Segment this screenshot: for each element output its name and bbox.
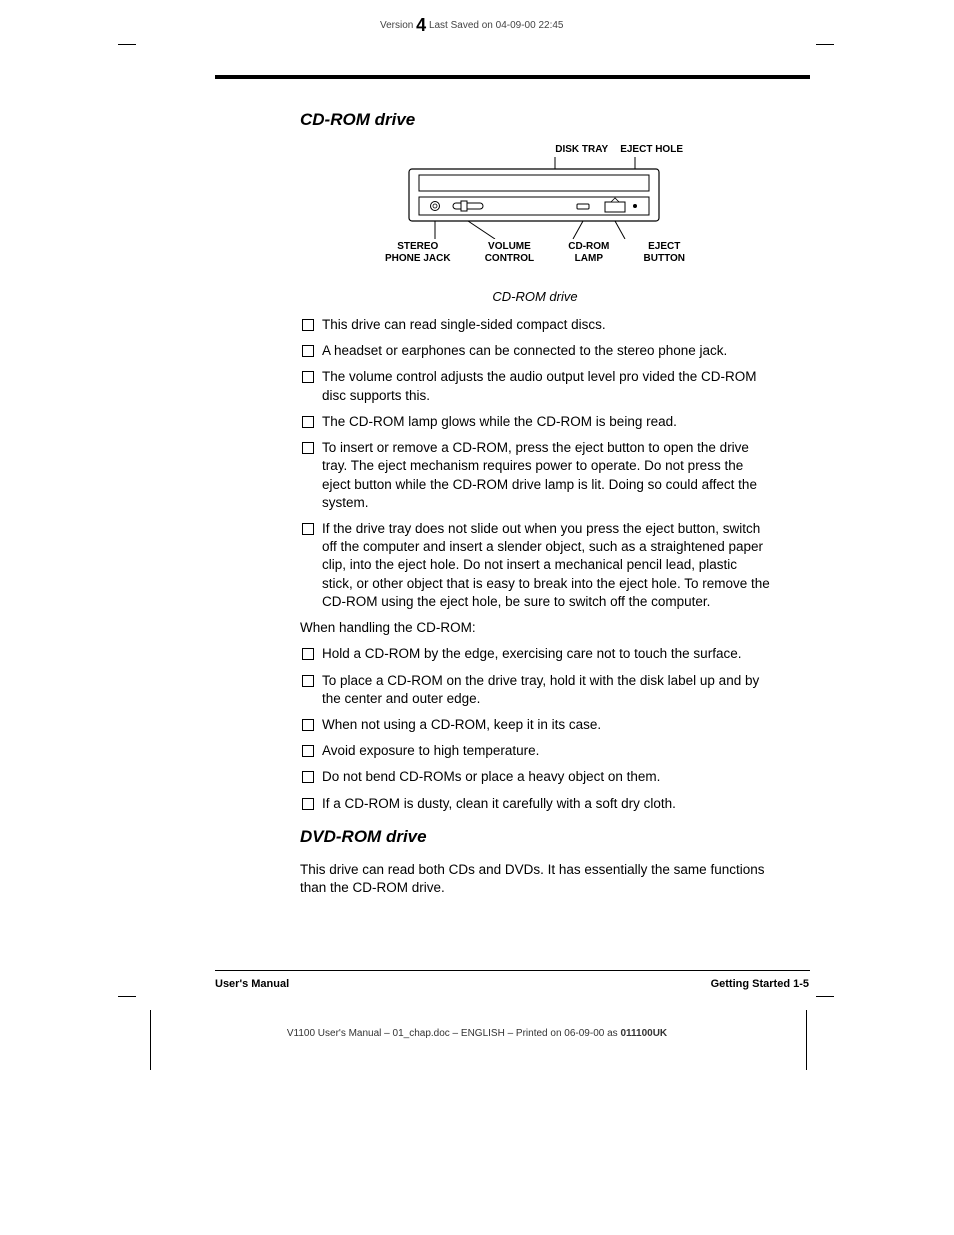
crop-mark	[118, 996, 136, 997]
label-eject-hole: EJECT HOLE	[620, 144, 683, 155]
imprint-line: V1100 User's Manual – 01_chap.doc – ENGL…	[0, 1028, 954, 1039]
label-volume-control: VOLUME CONTROL	[485, 241, 534, 265]
footer-rule	[215, 970, 810, 971]
content-area: CD-ROM drive DISK TRAY EJECT HOLE	[300, 110, 770, 905]
diagram-top-labels: DISK TRAY EJECT HOLE	[385, 144, 685, 155]
header-version-number: 4	[416, 15, 426, 35]
label-stereo-jack: STEREO PHONE JACK	[385, 241, 451, 265]
crop-mark	[806, 1010, 807, 1070]
crop-mark	[150, 1010, 151, 1070]
label-eject-button: EJECT BUTTON	[644, 241, 685, 265]
list-item: This drive can read single-sided compact…	[300, 316, 770, 334]
document-page: Version 4 Last Saved on 04-09-00 22:45 C…	[0, 0, 954, 1235]
diagram-caption: CD-ROM drive	[300, 289, 770, 304]
imprint-text: V1100 User's Manual – 01_chap.doc – ENGL…	[287, 1028, 621, 1039]
header-suffix: Last Saved on 04-09-00 22:45	[429, 20, 564, 31]
list-item: When not using a CD-ROM, keep it in its …	[300, 716, 770, 734]
list-item: Hold a CD-ROM by the edge, exercising ca…	[300, 645, 770, 663]
label-cdrom-lamp: CD-ROM LAMP	[568, 241, 609, 265]
section-title-dvdrom: DVD-ROM drive	[300, 827, 770, 847]
list-item: To insert or remove a CD-ROM, press the …	[300, 439, 770, 512]
list-item: To place a CD-ROM on the drive tray, hol…	[300, 672, 770, 708]
crop-mark	[816, 44, 834, 45]
label-disk-tray: DISK TRAY	[555, 144, 608, 155]
cdrom-drive-icon	[405, 157, 665, 239]
list-item: The CD-ROM lamp glows while the CD-ROM i…	[300, 413, 770, 431]
handling-intro: When handling the CD-ROM:	[300, 619, 770, 637]
list-item: If a CD-ROM is dusty, clean it carefully…	[300, 795, 770, 813]
bullet-list-1: This drive can read single-sided compact…	[300, 316, 770, 611]
list-item: Do not bend CD-ROMs or place a heavy obj…	[300, 768, 770, 786]
footer-left: User's Manual	[215, 978, 289, 990]
footer-right: Getting Started 1-5	[711, 978, 809, 990]
crop-mark	[816, 996, 834, 997]
list-item: A headset or earphones can be connected …	[300, 342, 770, 360]
crop-mark	[118, 44, 136, 45]
imprint-code: 011100UK	[620, 1028, 667, 1039]
header-version-line: Version 4 Last Saved on 04-09-00 22:45	[380, 15, 563, 36]
bullet-list-2: Hold a CD-ROM by the edge, exercising ca…	[300, 645, 770, 813]
header-prefix: Version	[380, 20, 413, 31]
header-rule	[215, 75, 810, 79]
dvdrom-body: This drive can read both CDs and DVDs. I…	[300, 861, 770, 897]
cdrom-diagram: DISK TRAY EJECT HOLE	[385, 144, 685, 265]
list-item: The volume control adjusts the audio out…	[300, 368, 770, 404]
section-title-cdrom: CD-ROM drive	[300, 110, 770, 130]
diagram-bottom-labels: STEREO PHONE JACK VOLUME CONTROL CD-ROM …	[385, 241, 685, 265]
list-item: If the drive tray does not slide out whe…	[300, 520, 770, 611]
list-item: Avoid exposure to high temperature.	[300, 742, 770, 760]
